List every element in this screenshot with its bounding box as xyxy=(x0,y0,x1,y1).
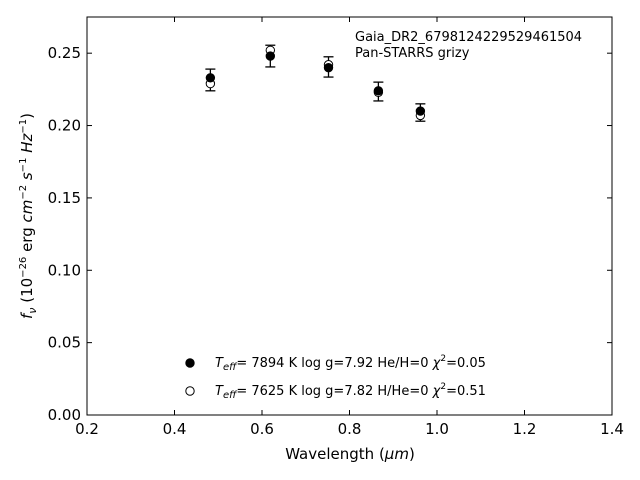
x-tick-label: 0.8 xyxy=(338,420,362,438)
y-label-close: ) xyxy=(18,113,36,119)
legend-1-sq: 2 xyxy=(440,354,446,364)
y-label-exp2: −2 xyxy=(18,185,29,200)
axis-ticks: 0.2 0.4 0.6 0.8 1.0 1.2 1.4 0.00 0.05 0.10 0.15 0.2… xyxy=(48,17,624,438)
x-tick-label: 0.4 xyxy=(163,420,187,438)
y-tick-label: 0.15 xyxy=(48,189,81,207)
annotation-star-id: Gaia_DR2_6798124229529461504 xyxy=(355,30,582,45)
annotation-survey: Pan-STARRS grizy xyxy=(355,46,470,61)
y-label-erg: erg xyxy=(18,223,36,257)
y-label-exp1: −1 xyxy=(18,158,29,173)
legend: Teff= 7894 K log g=7.92 He/H=0 χ2=0.05 T… xyxy=(185,354,486,401)
legend-2-chi: χ xyxy=(432,384,442,399)
legend-entry-2: Teff= 7625 K log g=7.82 H/He=0 χ2=0.51 xyxy=(215,382,486,401)
filled-model-point xyxy=(373,86,384,96)
x-tick-label: 0.2 xyxy=(75,420,99,438)
legend-1-t: T xyxy=(215,356,224,371)
legend-1-chi-value: =0.05 xyxy=(446,356,486,371)
filled-model-point xyxy=(265,51,276,61)
legend-marker-open xyxy=(185,386,195,396)
legend-2-t: T xyxy=(215,384,224,399)
y-label-hz: Hz xyxy=(18,133,36,158)
x-tick-label: 0.6 xyxy=(250,420,274,438)
x-axis-label-unit: μm xyxy=(384,445,409,463)
plot-area xyxy=(86,16,613,416)
filled-model-point xyxy=(323,62,334,73)
y-label-s: s xyxy=(18,172,36,185)
y-tick-label: 0.25 xyxy=(48,44,81,62)
legend-1-eff: eff xyxy=(223,362,238,373)
legend-1-chi: χ xyxy=(432,356,442,371)
y-label-nu: ν xyxy=(26,308,39,314)
y-label-open: (10 xyxy=(18,278,36,308)
y-tick-label: 0.05 xyxy=(48,334,81,352)
x-tick-label: 1.4 xyxy=(600,420,624,438)
x-axis-label-close: ) xyxy=(409,445,415,463)
legend-2-chi-value: =0.51 xyxy=(446,384,486,399)
x-axis-label: Wavelength (μm) xyxy=(285,445,415,463)
y-tick-label: 0.20 xyxy=(48,117,81,135)
y-tick-label: 0.10 xyxy=(48,261,81,279)
y-label-exp26: −26 xyxy=(18,257,29,278)
x-tick-label: 1.2 xyxy=(513,420,537,438)
legend-1-params: = 7894 K log g=7.92 He/H=0 xyxy=(236,356,432,371)
filled-model-point xyxy=(205,73,216,83)
legend-2-sq: 2 xyxy=(440,382,446,392)
legend-entry-1: Teff= 7894 K log g=7.92 He/H=0 χ2=0.05 xyxy=(215,354,486,373)
x-tick-label: 1.0 xyxy=(425,420,449,438)
filled-model-point xyxy=(415,106,426,116)
legend-2-eff: eff xyxy=(223,390,238,401)
y-axis-label: fν (10−26 erg cm−2 s−1 Hz−1) xyxy=(18,113,39,319)
legend-marker-filled xyxy=(185,358,195,368)
y-label-exp1b: −1 xyxy=(18,119,29,134)
y-label-f: f xyxy=(18,311,36,319)
y-tick-label: 0.00 xyxy=(48,406,81,424)
x-axis-label-text: Wavelength ( xyxy=(285,445,385,463)
legend-2-params: = 7625 K log g=7.82 H/He=0 xyxy=(236,384,432,399)
data-marks xyxy=(205,44,426,122)
y-label-cm: cm xyxy=(18,200,36,223)
